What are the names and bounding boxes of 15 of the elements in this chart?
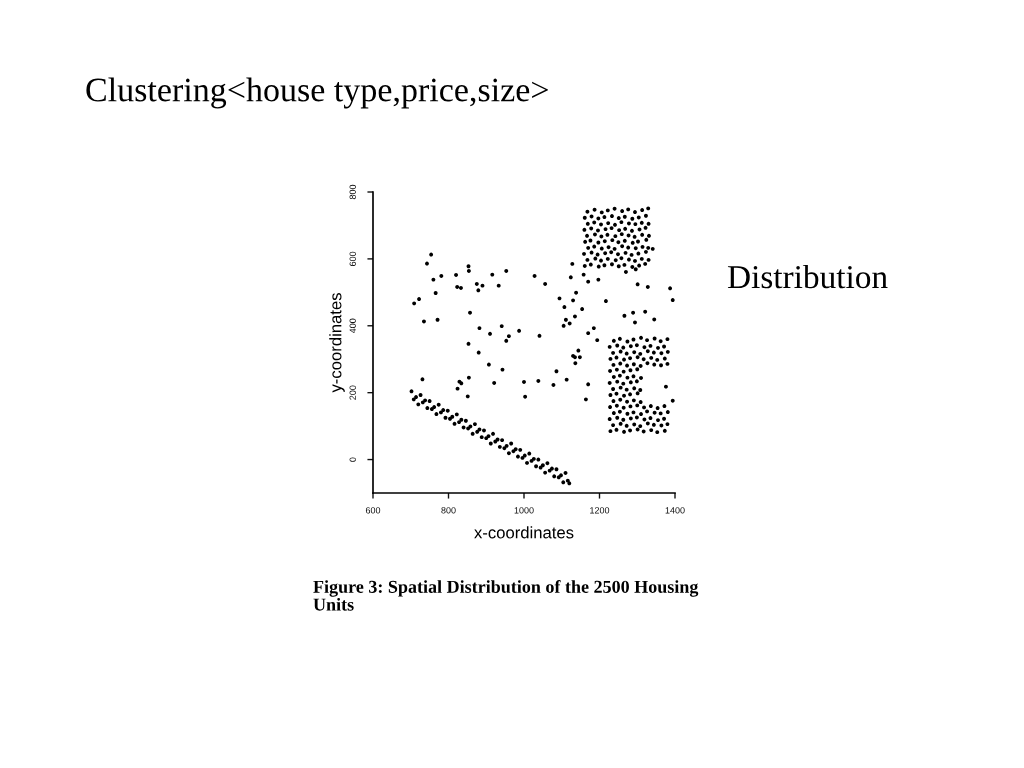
caption: Figure 3: Spatial Distribution of the 2500 Housing Units (313, 580, 699, 611)
x-tick-label: 1400 (665, 507, 685, 514)
y-tick-label: 600 (349, 251, 356, 266)
y-tick-label: 0 (349, 457, 356, 462)
chart-title: Clustering<house type,price,size> (86, 77, 548, 109)
x-tick-label: 1200 (590, 507, 610, 514)
x-tick-label: 600 (365, 507, 381, 514)
y-tick-label: 800 (349, 184, 356, 200)
x-tick-label: 1000 (514, 507, 534, 514)
x-tick-label: 800 (441, 507, 456, 514)
y-tick-label: 400 (349, 318, 356, 334)
y-axis-title: y-coordinates (329, 293, 345, 393)
text: Distribution (727, 264, 888, 289)
x-axis-title: x-coordinates (474, 526, 574, 539)
y-tick-label: 200 (349, 385, 356, 400)
